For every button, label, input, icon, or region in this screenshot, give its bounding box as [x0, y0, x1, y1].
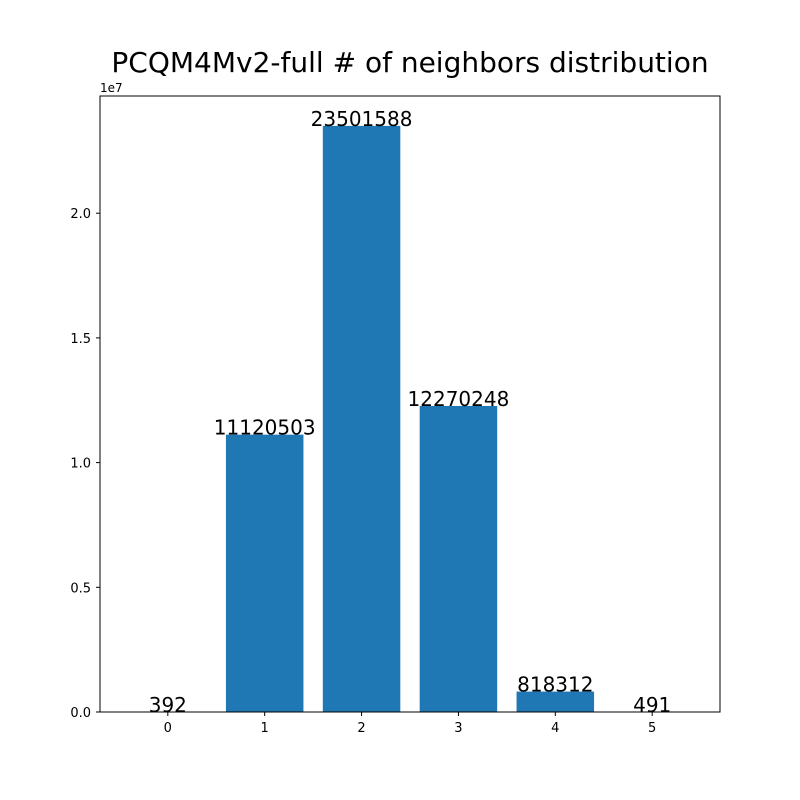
bars-layer: [129, 125, 691, 713]
data-label-2: 23501588: [311, 107, 413, 131]
bar-3: [419, 405, 498, 712]
y-tick-label-0: 0.0: [70, 706, 91, 721]
plot-area-frame: [99, 95, 721, 713]
y-tick-label-3: 1.5: [70, 332, 91, 347]
bar-4: [516, 691, 595, 712]
y-axis-offset-label: 1e7: [100, 81, 123, 95]
data-label-1: 11120503: [214, 416, 316, 440]
x-tick-label-3: 3: [454, 721, 462, 736]
bar-1: [225, 434, 304, 712]
y-tick-label-1: 0.5: [70, 581, 91, 596]
axes-layer: 0 1 2 3 4 5 0.0 0.5 1.0 1.5 2.0: [70, 207, 656, 736]
y-tick-label-4: 2.0: [70, 207, 91, 222]
data-label-4: 818312: [517, 673, 593, 697]
bar-2: [322, 125, 401, 713]
data-label-3: 12270248: [408, 387, 510, 411]
x-tick-label-0: 0: [164, 721, 172, 736]
y-tick-label-2: 1.0: [70, 457, 91, 472]
x-tick-label-4: 4: [551, 721, 559, 736]
x-tick-label-5: 5: [648, 721, 656, 736]
x-tick-label-2: 2: [357, 721, 365, 736]
x-tick-label-1: 1: [261, 721, 269, 736]
chart-title: PCQM4Mv2-full # of neighbors distributio…: [111, 46, 708, 79]
